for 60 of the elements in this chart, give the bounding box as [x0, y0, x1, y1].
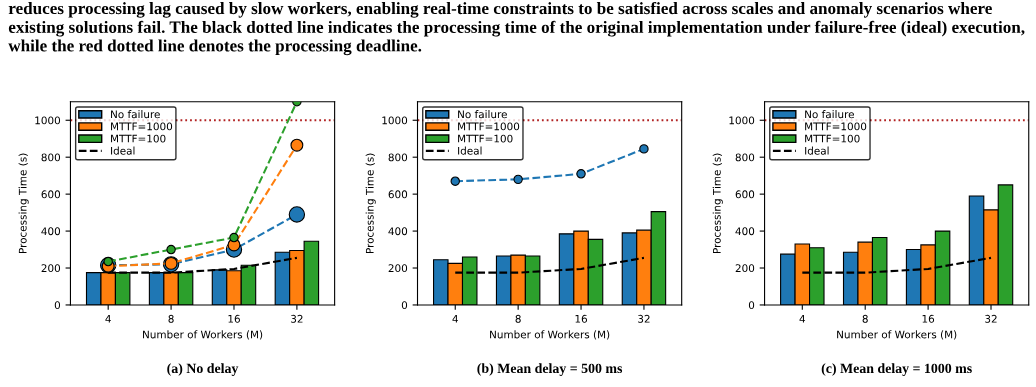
text: (c) Mean delay = 1000 ms	[821, 363, 972, 376]
point	[166, 244, 176, 255]
y-tick-label: 400	[735, 227, 755, 236]
legend-label: Ideal	[111, 146, 135, 155]
y-tick-label: 200	[735, 264, 755, 273]
y-tick-label: 200	[41, 264, 61, 273]
legend-label: No failure	[458, 110, 507, 119]
point	[290, 138, 304, 152]
y-tick-label: 200	[388, 264, 408, 273]
point	[288, 206, 306, 223]
y-tick-label: 400	[41, 227, 61, 236]
x-axis-title: Number of Workers (M)	[143, 330, 263, 340]
y-tick-label: 600	[735, 190, 755, 199]
x-tick-label: 4	[799, 315, 806, 323]
x-tick-label: 32	[291, 314, 303, 323]
x-tick-label: 16	[922, 314, 935, 323]
x-tick-label: 8	[168, 314, 174, 323]
x-tick-label: 16	[575, 314, 588, 323]
x-tick-label: 32	[638, 314, 650, 323]
y-tick-label: 0	[401, 301, 408, 310]
text: (a) No delay	[167, 363, 239, 376]
y-tick-label: 800	[41, 153, 61, 162]
legend-label: MTTF=1000	[458, 122, 520, 131]
y-tick-label: 800	[735, 153, 755, 162]
y-tick-label: 1000	[35, 116, 61, 125]
x-tick-label: 4	[105, 315, 111, 323]
y-tick-label: 1000	[729, 116, 755, 125]
text: reduces processing lag caused by slow workers, enabling real-time constraints to be satisfied across scales and anomaly scenarios where existing solutions fail. The black dotted line indicates the processing time of the original implementation under failure-free (ideal) execution, while the red dotted line denotes the processing deadline.	[8, 1, 1025, 56]
y-axis-title: Processing Time (s)	[18, 153, 29, 253]
x-tick-label: 32	[985, 314, 997, 323]
x-tick-label: 16	[228, 314, 240, 323]
x-axis-title: Number of Workers (M)	[490, 330, 610, 340]
y-tick-label: 800	[388, 153, 408, 162]
y-axis-title: Processing Time (s)	[712, 153, 723, 253]
x-axis-title: Number of Workers (M)	[837, 330, 957, 340]
x-tick-label: 8	[862, 314, 868, 323]
legend-label: No failure	[805, 110, 854, 119]
y-tick-label: 400	[388, 227, 408, 236]
y-tick-label: 600	[388, 190, 408, 199]
point	[639, 144, 649, 154]
point	[576, 169, 586, 179]
x-tick-label: 8	[515, 314, 521, 323]
legend-label: MTTF=100	[805, 134, 860, 143]
y-tick-label: 0	[54, 301, 61, 310]
legend-label: MTTF=100	[111, 134, 166, 143]
point	[229, 232, 239, 243]
legend-label: MTTF=100	[458, 134, 513, 143]
y-axis-title: Processing Time (s)	[365, 153, 376, 253]
x-tick-label: 4	[452, 315, 458, 323]
legend-label: MTTF=1000	[805, 122, 867, 131]
y-tick-label: 600	[41, 190, 61, 199]
y-tick-label: 1000	[382, 116, 408, 125]
legend-label: MTTF=1000	[111, 122, 173, 131]
legend-label: No failure	[111, 110, 160, 119]
legend-label: Ideal	[458, 146, 482, 155]
legend-label: Ideal	[805, 146, 829, 155]
point	[450, 176, 460, 186]
text: (b) Mean delay = 500 ms	[477, 363, 623, 376]
y-tick-label: 0	[748, 301, 755, 310]
point	[513, 174, 523, 185]
